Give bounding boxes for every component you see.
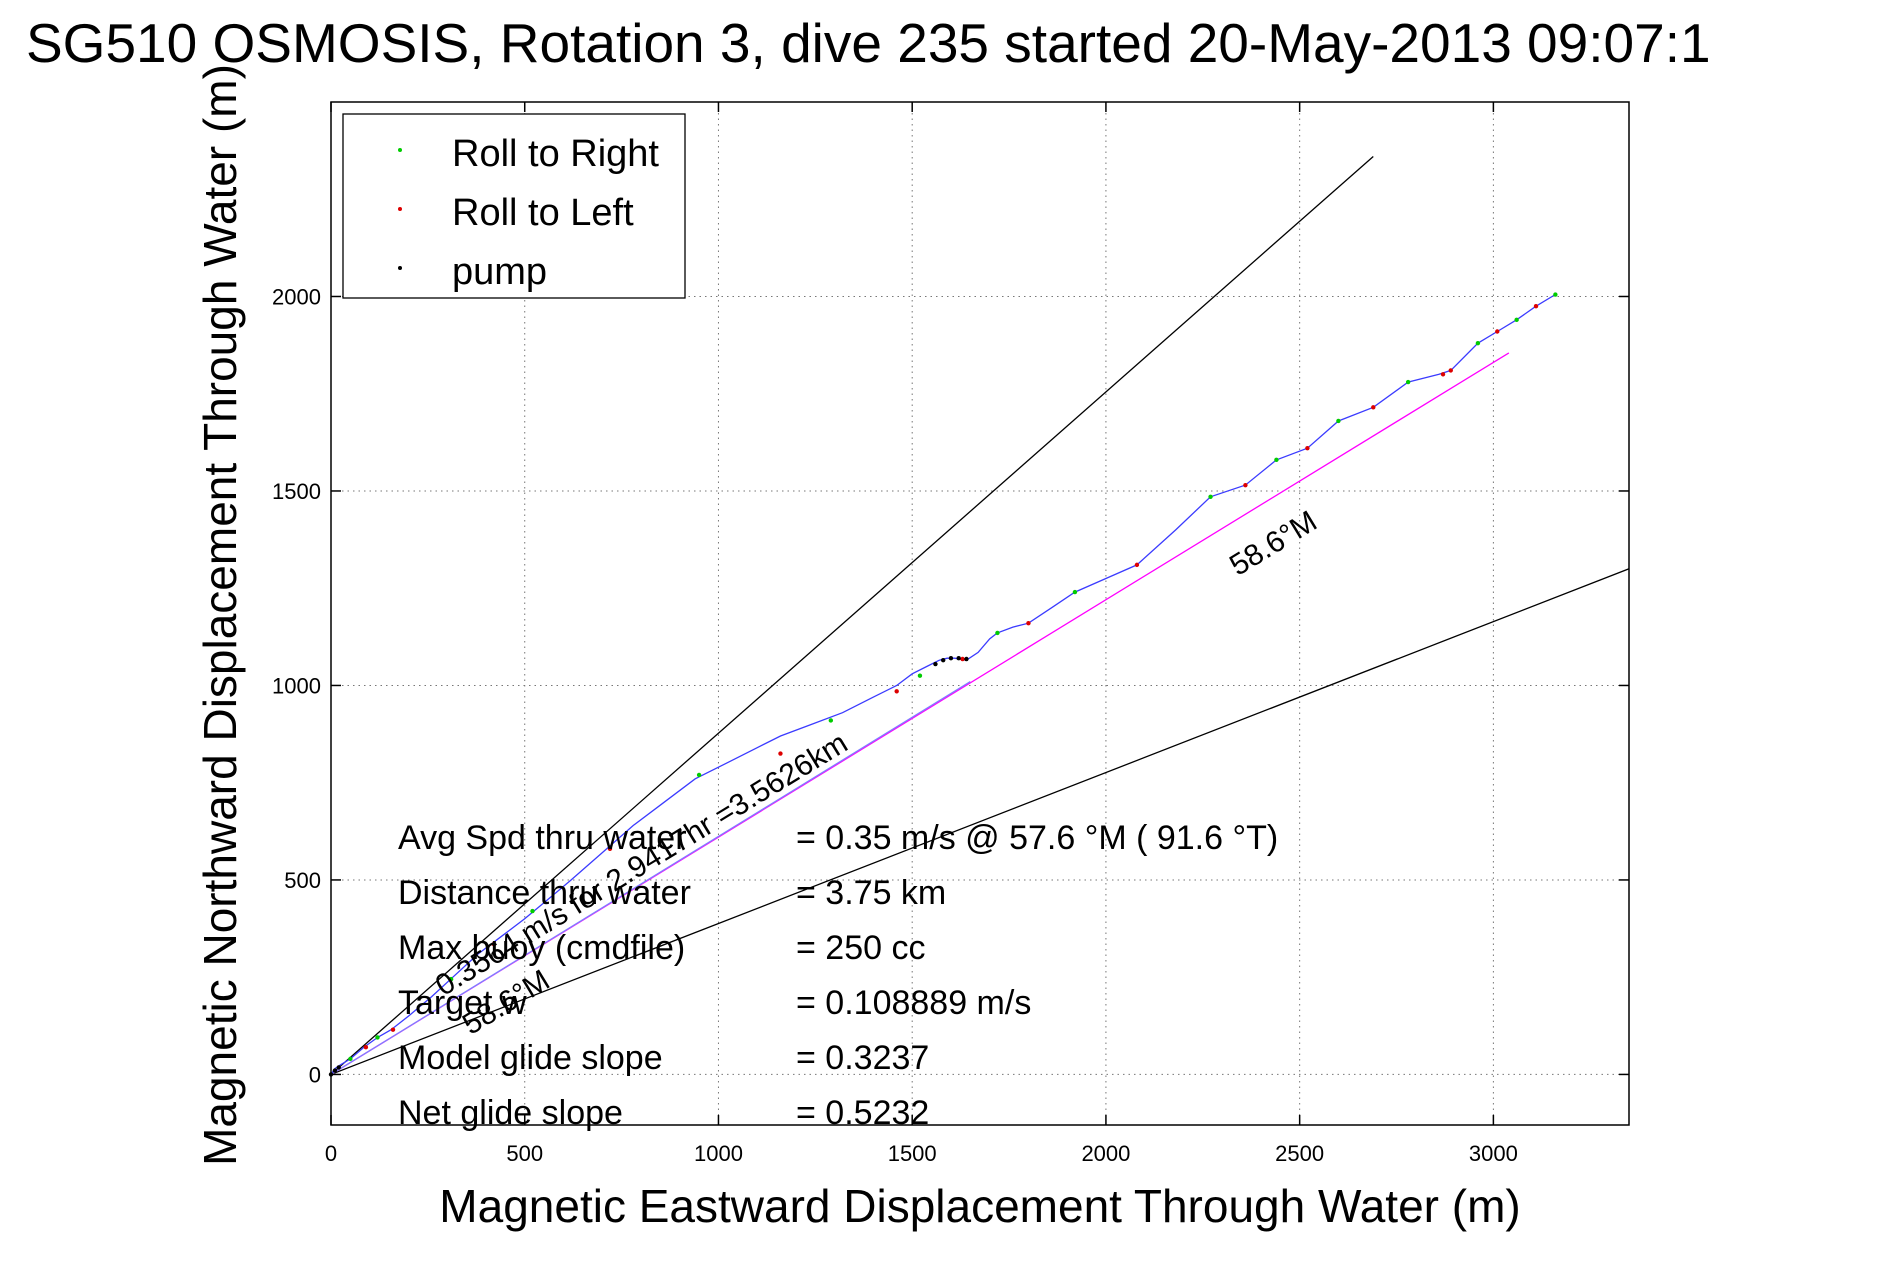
- stat-value: = 250 cc: [796, 929, 925, 967]
- roll-left-point: [894, 689, 899, 694]
- pump-point: [956, 656, 961, 661]
- roll-right-point: [995, 630, 1000, 636]
- y-tick-label: 1500: [272, 479, 321, 504]
- reference-line-lower: [331, 568, 1629, 1076]
- roll-left-point: [1134, 562, 1140, 568]
- roll-left-point: [1440, 372, 1446, 377]
- roll-left-point: [1448, 368, 1453, 373]
- pump-point: [933, 661, 938, 667]
- roll-left-point: [363, 1045, 369, 1050]
- roll-right-point: [1336, 418, 1341, 424]
- x-tick-label: 1500: [888, 1141, 937, 1166]
- y-tick-label: 1000: [272, 673, 321, 698]
- stat-label: Target w: [398, 984, 527, 1022]
- roll-right-point: [530, 908, 535, 914]
- y-tick-label: 0: [309, 1062, 321, 1087]
- roll-left-point: [607, 846, 613, 852]
- stat-label: Avg Spd thru water: [398, 819, 687, 857]
- plot-area-frame: [330, 101, 1630, 1126]
- roll-left-point: [390, 1027, 396, 1032]
- legend-entry: Roll to Right: [452, 133, 659, 175]
- pump-point: [336, 1065, 341, 1070]
- legend: Roll to Right Roll to Left pump: [342, 113, 686, 299]
- x-tick-label: 2500: [1275, 1141, 1324, 1166]
- point-layer: [328, 292, 1558, 1077]
- stat-label: Max buoy (cmdfile): [398, 929, 685, 967]
- y-axis-label: Magnetic Northward Displacement Through …: [194, 64, 246, 1166]
- roll-right-point: [375, 1035, 380, 1040]
- x-tick-label: 0: [325, 1141, 337, 1166]
- roll-right-point: [696, 772, 702, 778]
- stat-value: = 0.5232: [796, 1094, 929, 1132]
- x-tick-label: 500: [506, 1141, 543, 1166]
- stat-label: Net glide slope: [398, 1094, 623, 1132]
- roll-left-point: [1533, 304, 1539, 309]
- pump-point: [948, 656, 954, 661]
- pump-point: [964, 656, 969, 662]
- roll-right-point: [448, 976, 454, 982]
- roll-right-point: [1208, 494, 1213, 500]
- roll-right-point: [1274, 457, 1279, 463]
- roll-left-point: [960, 656, 965, 662]
- axis-ticks: 0 500 1000 1500 2000 2500 3000 0 500 1000 1500 2000: [272, 102, 1629, 1166]
- x-axis-label: Magnetic Eastward Displacement Through W…: [439, 1180, 1520, 1232]
- roll-left-point: [1305, 445, 1310, 451]
- roll-right-point: [1475, 340, 1481, 346]
- legend-marker: [398, 148, 402, 152]
- roll-right-point: [917, 673, 923, 678]
- annotation-label: 58.6°M: [1224, 505, 1323, 583]
- stat-value: = 3.75 km: [796, 874, 946, 912]
- reference-lines: [331, 155, 1629, 1076]
- y-tick-label: 500: [284, 868, 321, 893]
- roll-right-point: [1405, 379, 1411, 385]
- stat-value: = 0.3237: [796, 1039, 929, 1077]
- pump-point: [332, 1068, 338, 1073]
- x-tick-label: 2000: [1081, 1141, 1130, 1166]
- stat-label: Model glide slope: [398, 1039, 663, 1077]
- roll-right-point: [1072, 589, 1078, 595]
- roll-right-point: [828, 718, 834, 723]
- pump-point: [940, 657, 946, 663]
- stat-value: = 0.108889 m/s: [796, 984, 1031, 1022]
- roll-left-point: [491, 941, 496, 947]
- stat-value: = 0.35 m/s @ 57.6 °M ( 91.6 °T): [796, 819, 1278, 857]
- x-tick-label: 1000: [694, 1141, 743, 1166]
- roll-left-point: [1026, 621, 1031, 626]
- roll-right-point: [1514, 317, 1519, 323]
- reference-line-target: [331, 681, 971, 1075]
- roll-left-point: [1371, 405, 1376, 410]
- stat-label: Distance thru water: [398, 874, 691, 912]
- x-tick-label: 3000: [1469, 1141, 1518, 1166]
- chart-title: SG510 OSMOSIS, Rotation 3, dive 235 star…: [26, 12, 1711, 74]
- y-tick-label: 2000: [272, 284, 321, 309]
- legend-entry: Roll to Left: [452, 192, 634, 234]
- roll-left-point: [1243, 482, 1248, 488]
- roll-left-point: [778, 751, 783, 756]
- legend-marker: [398, 207, 402, 211]
- roll-right-point: [1553, 292, 1558, 297]
- stats-block: Avg Spd thru water = 0.35 m/s @ 57.6 °M (…: [398, 819, 1278, 1132]
- reference-line-upper: [331, 155, 1374, 1075]
- roll-left-point: [1495, 329, 1500, 334]
- legend-marker: [398, 266, 402, 270]
- roll-right-point: [348, 1056, 353, 1062]
- legend-entry: pump: [452, 251, 547, 293]
